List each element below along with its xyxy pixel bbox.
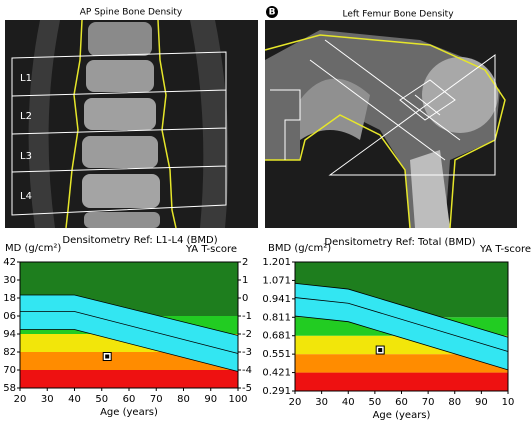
y-tick-label: 18 bbox=[3, 293, 16, 304]
reference-line bbox=[20, 311, 239, 354]
femur-image bbox=[264, 20, 517, 229]
badge-label: B bbox=[269, 8, 276, 18]
patient-marker-core bbox=[378, 348, 383, 353]
x-tick-label: 70 bbox=[150, 394, 163, 405]
reference-line bbox=[294, 283, 509, 338]
x-tick-label: 20 bbox=[14, 394, 27, 405]
zone-band bbox=[295, 354, 508, 373]
y-tick-label: 94 bbox=[3, 329, 16, 340]
y-tick-label: 82 bbox=[3, 347, 16, 358]
x-axis-label: Age (years) bbox=[100, 407, 158, 418]
vertebra-label: L4 bbox=[20, 191, 32, 202]
y-tick-label: 0.811 bbox=[262, 312, 291, 323]
zone-band bbox=[295, 372, 508, 391]
x-tick-label: 60 bbox=[123, 394, 136, 405]
x-tick-label: 40 bbox=[68, 394, 81, 405]
x-tick-label: 20 bbox=[289, 397, 302, 408]
x-tick-label: 10 bbox=[502, 397, 515, 408]
y-tick-label: 0.291 bbox=[262, 386, 291, 397]
y-tick-label: 1.201 bbox=[262, 257, 291, 268]
image-title: Left Femur Bone Density bbox=[342, 10, 454, 20]
y2-tick-label: -3 bbox=[242, 347, 252, 358]
vertebra-label: L2 bbox=[20, 111, 32, 122]
x-tick-label: 90 bbox=[204, 394, 217, 405]
x-axis-label: Age (years) bbox=[373, 410, 431, 421]
y-tick-label: 1.071 bbox=[262, 275, 291, 286]
y-axis-label: MD (g/cm²) bbox=[5, 243, 61, 254]
y2-tick-label: -5 bbox=[242, 383, 252, 394]
y-tick-label: 0.421 bbox=[262, 368, 291, 379]
x-tick-label: 50 bbox=[369, 397, 382, 408]
reference-band bbox=[20, 295, 238, 372]
y2-axis-label: YA T-score bbox=[185, 244, 237, 255]
y2-tick-label: 2 bbox=[242, 257, 248, 268]
y2-tick-label: -2 bbox=[242, 329, 252, 340]
y-tick-label: 58 bbox=[3, 383, 16, 394]
y-tick-label: 42 bbox=[3, 257, 16, 268]
y-tick-label: 0.681 bbox=[262, 331, 291, 342]
reference-line bbox=[294, 315, 509, 371]
chart-title: Densitometry Ref: L1-L4 (BMD) bbox=[62, 235, 217, 246]
reference-line bbox=[20, 294, 239, 336]
x-tick-label: 100 bbox=[228, 394, 247, 405]
vertebra-label: L3 bbox=[20, 151, 32, 162]
y-tick-label: 30 bbox=[3, 275, 16, 286]
x-tick-label: 80 bbox=[448, 397, 461, 408]
x-tick-label: 70 bbox=[422, 397, 435, 408]
y-axis-label: BMD (g/cm²) bbox=[268, 243, 331, 254]
x-tick-label: 30 bbox=[41, 394, 54, 405]
vertebra-label: L1 bbox=[20, 73, 32, 84]
patient-marker-core bbox=[105, 354, 110, 359]
reference-line bbox=[294, 297, 509, 352]
x-tick-label: 40 bbox=[342, 397, 355, 408]
y2-axis-label: YA T-score bbox=[479, 244, 531, 255]
zone-band bbox=[20, 370, 238, 388]
badge bbox=[266, 6, 278, 18]
x-tick-label: 30 bbox=[315, 397, 328, 408]
reference-band bbox=[295, 283, 508, 370]
image-title: AP Spine Bone Density bbox=[80, 8, 183, 18]
x-tick-label: 60 bbox=[395, 397, 408, 408]
x-tick-label: 80 bbox=[177, 394, 190, 405]
y-tick-label: 06 bbox=[3, 311, 16, 322]
y-tick-label: 70 bbox=[3, 365, 16, 376]
spine-image: L1 L2 L3 L4 bbox=[5, 19, 258, 229]
y-tick-label: 0.941 bbox=[262, 294, 291, 305]
x-tick-label: 90 bbox=[475, 397, 488, 408]
x-tick-label: 50 bbox=[95, 394, 108, 405]
y2-tick-label: 1 bbox=[242, 275, 248, 286]
y-tick-label: 0.551 bbox=[262, 349, 291, 360]
y2-tick-label: 0 bbox=[242, 293, 248, 304]
reference-line bbox=[20, 329, 239, 372]
y2-tick-label: -1 bbox=[242, 311, 252, 322]
chart-title: Densitometry Ref: Total (BMD) bbox=[324, 237, 475, 248]
y2-tick-label: -4 bbox=[242, 365, 252, 376]
